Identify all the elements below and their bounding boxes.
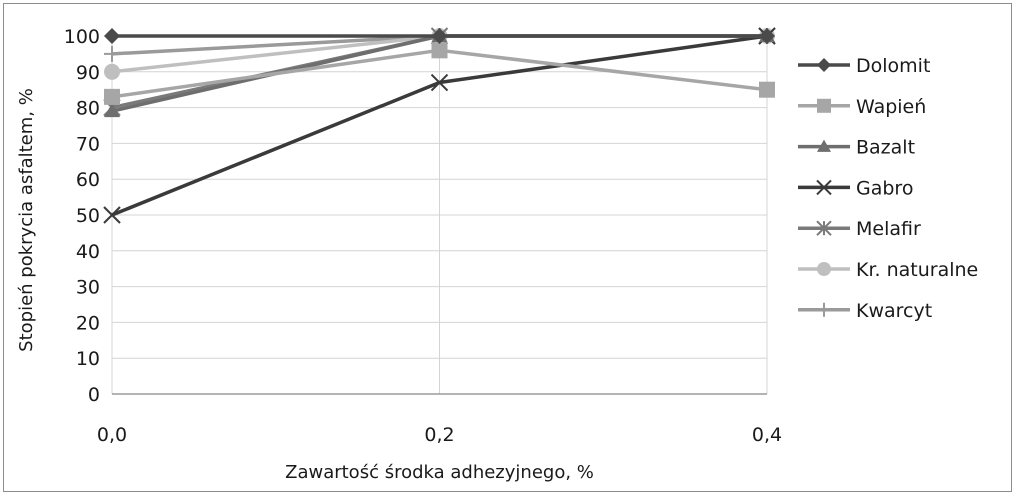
data-point [104,63,120,80]
data-point [431,28,448,44]
y-tick-label: 10 [76,348,100,370]
x-axis-title: Zawartość środka adhezyjnego, % [285,462,594,483]
marker-x-stroke [430,73,449,92]
x-tick-label: 0,2 [424,424,454,446]
legend: Dolomit Wapień Bazalt Gabro Melafir Kr. natur… [798,55,978,322]
legend-marker [816,220,832,236]
y-tick-label: 80 [76,98,100,120]
legend-item: Gabro [798,177,913,199]
legend-marker [817,262,831,276]
series-wapie- [104,42,775,105]
legend-label: Kwarcyt [856,300,932,322]
data-point [759,81,775,98]
legend-item: Dolomit [798,55,930,77]
y-tick-label: 0 [88,384,100,406]
data-point [104,28,120,44]
data-point [104,45,120,62]
series-gabro [103,27,776,224]
marker-x-stroke [103,206,121,224]
data-point [104,88,120,105]
y-tick-label: 90 [76,62,100,84]
y-tick-label: 20 [76,312,100,334]
legend-item: Kwarcyt [798,300,932,322]
legend-label: Gabro [856,177,913,199]
legend-label: Kr. naturalne [856,259,978,281]
chart-frame: 0 10 20 30 40 50 60 70 80 90 100 0,0 0,2 0,4 Stopień… [3,3,1012,492]
data-point [431,42,448,59]
x-tick-label: 0,0 [97,424,127,446]
legend-marker [816,179,832,196]
data-point [103,206,121,224]
y-tick-labels: 0 10 20 30 40 50 60 70 80 90 100 [64,26,100,406]
legend-label: Wapień [856,96,926,118]
y-tick-label: 40 [76,241,100,263]
series-layer [103,27,776,224]
x-tick-label: 0,4 [752,424,782,446]
legend-item: Wapień [798,96,926,118]
legend-label: Melafir [856,218,921,240]
legend-marker [817,58,831,72]
line-chart: 0 10 20 30 40 50 60 70 80 90 100 0,0 0,2 0,4 Stopień… [16,26,978,483]
legend-item: Bazalt [798,137,915,159]
y-tick-label: 60 [76,169,100,191]
legend-marker [817,302,831,317]
data-point [104,103,120,118]
legend-marker [817,139,831,152]
legend-label: Dolomit [856,55,930,77]
y-tick-label: 30 [76,277,100,299]
y-tick-label: 70 [76,133,100,155]
legend-label: Bazalt [856,137,915,159]
data-point [430,73,449,92]
y-tick-label: 50 [76,205,100,227]
legend-marker [817,98,831,113]
legend-item: Kr. naturalne [798,259,978,281]
y-axis-title: Stopień pokrycia asfaltem, % [16,88,37,352]
marker-x-stroke [816,179,832,196]
series-dolomit [104,28,775,44]
x-tick-labels: 0,0 0,2 0,4 [97,424,782,446]
legend-item: Melafir [798,218,921,240]
data-point [759,28,775,44]
y-tick-label: 100 [64,26,100,48]
